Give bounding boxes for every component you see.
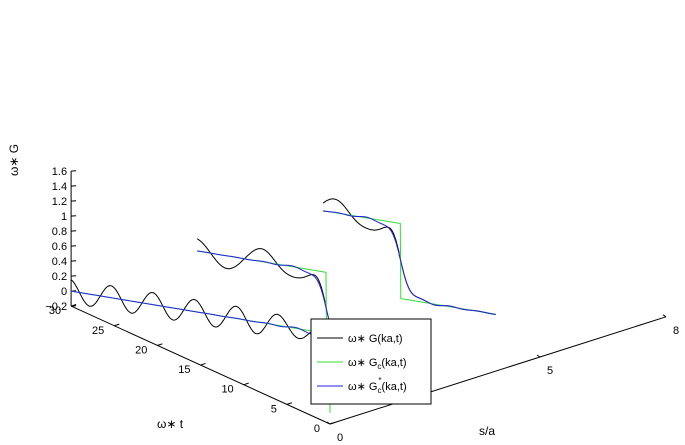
t-tick-label: 25	[92, 325, 104, 337]
curves-group	[70, 198, 496, 413]
g-tick-label: 0.8	[52, 226, 67, 238]
legend-label: ω∗ G* c(ka,t)	[348, 376, 407, 395]
t-tick-label: 10	[221, 384, 233, 396]
s-axis-line	[329, 316, 667, 425]
t-tick-label: 0	[314, 423, 320, 435]
series-gc-star-line	[323, 210, 496, 315]
s-tick-mark	[662, 314, 667, 318]
g-tick-label: 1.4	[52, 181, 67, 193]
g-tick-label: −0.2	[45, 301, 67, 313]
t-tick-label: 15	[178, 364, 190, 376]
s-tick-mark	[326, 421, 331, 425]
legend-label: ω∗ G(ka,t)	[348, 333, 402, 345]
legend-label: ω∗ Gc(ka,t)	[348, 357, 406, 371]
t-tick-mark	[329, 421, 336, 425]
t-tick-mark	[70, 304, 77, 307]
t-tick-mark	[114, 323, 120, 327]
g-tick-label: 1.6	[52, 166, 67, 178]
series-gc-line	[323, 210, 496, 315]
s-tick-label: 0	[337, 432, 343, 444]
t-tick-mark	[200, 362, 206, 366]
s-tick-mark	[536, 354, 541, 358]
s-tick-label: 5	[547, 365, 553, 377]
g-tick-label: 1	[61, 211, 67, 223]
series-gc-line	[71, 290, 331, 413]
t-tick-mark	[243, 382, 249, 386]
g-tick-label: 0	[61, 286, 67, 298]
t-tick-mark	[286, 402, 293, 405]
z-axis-label: ω∗ G	[7, 144, 21, 176]
series-gc-star-line	[71, 290, 331, 374]
series-g-line	[322, 198, 496, 315]
y-axis-label: ω∗ t	[157, 417, 184, 431]
g-tick-label: 0.6	[52, 241, 67, 253]
s-tick-label: 8	[673, 325, 679, 337]
g-tick-label: 0.2	[52, 271, 67, 283]
t-tick-label: 20	[135, 344, 147, 356]
x-axis-label: s/a	[479, 424, 495, 438]
t-tick-label: 30	[49, 305, 61, 317]
legend: ω∗ G(ka,t) ω∗ Gc(ka,t) ω∗ G* c(ka,t)	[310, 318, 432, 405]
g-tick-label: 1.2	[52, 196, 67, 208]
series-g-line	[70, 279, 331, 374]
t-tick-label: 5	[271, 403, 277, 415]
t-axis-line	[70, 305, 331, 425]
t-tick-mark	[157, 343, 163, 346]
axes-group: −0.200.20.40.60.811.21.41.60510152025300…	[45, 166, 679, 444]
g-tick-label: 0.4	[52, 256, 67, 268]
